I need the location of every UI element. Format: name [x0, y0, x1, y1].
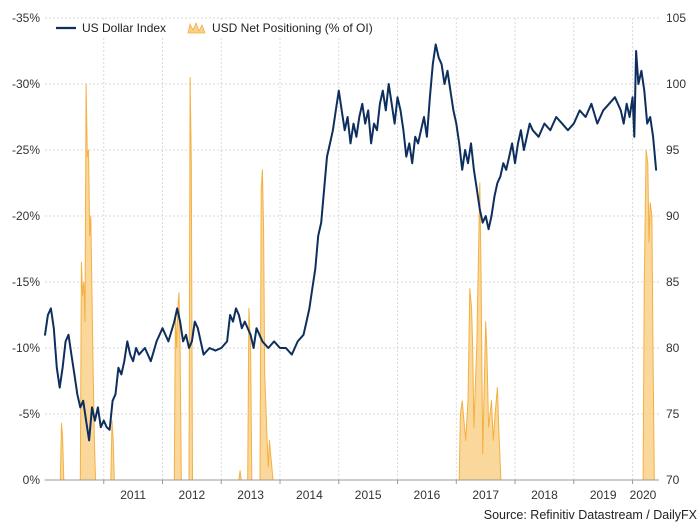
- right-tick-label: 105: [666, 11, 686, 25]
- positioning-area-layer: [44, 76, 655, 481]
- x-tick-label: 2020: [630, 488, 657, 502]
- right-axis-ticks: 70 75 80 85 90 95 100 105: [666, 11, 686, 487]
- left-tick-label: -10%: [12, 341, 40, 355]
- left-tick-label: -35%: [12, 11, 40, 25]
- legend-positioning-swatch: [187, 21, 206, 34]
- legend: US Dollar Index USD Net Positioning (% o…: [52, 21, 373, 38]
- x-tick-label: 2015: [355, 488, 382, 502]
- left-tick-label: -25%: [12, 143, 40, 157]
- x-tick-label: 2014: [296, 488, 323, 502]
- right-tick-label: 100: [666, 77, 686, 91]
- x-tick-label: 2013: [237, 488, 264, 502]
- left-tick-label: -30%: [12, 77, 40, 91]
- gridlines: [45, 17, 659, 480]
- left-tick-label: -20%: [12, 209, 40, 223]
- left-axis-ticks: 0% -5% -10% -15% -20% -25% -30% -35%: [12, 11, 40, 487]
- legend-dxy-label: US Dollar Index: [82, 21, 166, 35]
- legend-background: [52, 22, 370, 38]
- right-tick-label: 75: [666, 407, 680, 421]
- source-text: Source: Refinitiv Datastream / DailyFX: [484, 508, 698, 522]
- x-tick-label: 2011: [120, 488, 146, 502]
- x-tick-label: 2017: [472, 488, 499, 502]
- positioning-area: [44, 76, 655, 481]
- right-tick-label: 90: [666, 209, 680, 223]
- left-tick-label: 0%: [23, 473, 41, 487]
- left-tick-label: -5%: [19, 407, 41, 421]
- x-tick-label: 2012: [179, 488, 206, 502]
- legend-positioning-label: USD Net Positioning (% of OI): [212, 21, 373, 35]
- dxy-line: [44, 43, 658, 442]
- left-tick-label: -15%: [12, 275, 40, 289]
- right-tick-label: 80: [666, 341, 680, 355]
- x-tick-label: 2018: [531, 488, 558, 502]
- x-tick-label: 2019: [590, 488, 617, 502]
- right-tick-label: 85: [666, 275, 680, 289]
- x-axis-ticks: 2011 2012 2013 2014 2015 2016 2017 2018 2019 2020: [103, 480, 657, 502]
- dxy-line-layer: [44, 43, 658, 442]
- x-tick-label: 2016: [414, 488, 441, 502]
- right-tick-label: 95: [666, 143, 680, 157]
- right-tick-label: 70: [666, 473, 680, 487]
